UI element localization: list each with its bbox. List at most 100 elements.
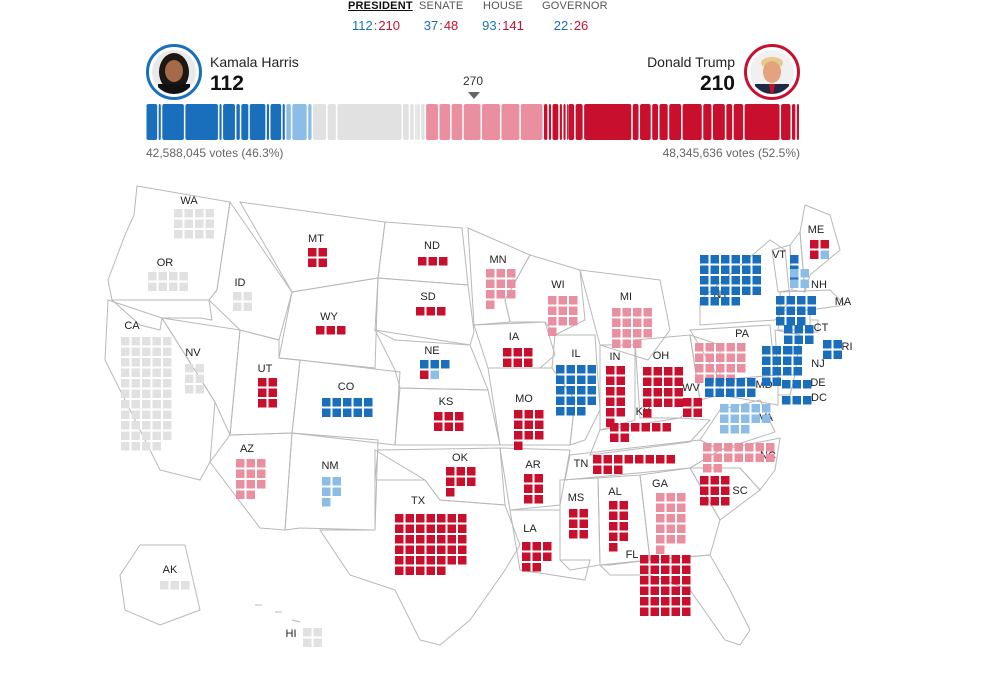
state-label-la[interactable]: LA — [523, 523, 537, 535]
state-grid-nm[interactable] — [322, 477, 341, 507]
state-grid-ar[interactable] — [524, 474, 543, 504]
state-label-nd[interactable]: ND — [424, 240, 440, 252]
state-label-al[interactable]: AL — [608, 486, 621, 498]
state-label-oh[interactable]: OH — [653, 350, 670, 362]
state-label-id[interactable]: ID — [235, 277, 246, 289]
state-grid-mi[interactable] — [612, 308, 652, 348]
state-grid-va[interactable] — [720, 404, 771, 434]
state-label-ri[interactable]: RI — [842, 341, 853, 353]
state-grid-wv[interactable] — [683, 398, 702, 417]
state-grid-ak[interactable] — [160, 581, 190, 590]
state-grid-ms[interactable] — [569, 509, 588, 539]
state-grid-md[interactable] — [705, 378, 756, 397]
state-grid-dc[interactable] — [782, 396, 812, 405]
state-label-sd[interactable]: SD — [420, 291, 435, 303]
state-grid-nc[interactable] — [703, 443, 775, 473]
state-grid-nh[interactable] — [790, 269, 809, 288]
state-grid-az[interactable] — [236, 459, 266, 499]
tab-senate[interactable]: SENATE 37:48 — [419, 0, 464, 33]
state-grid-hi[interactable] — [303, 628, 322, 647]
state-grid-nj[interactable] — [762, 346, 802, 386]
state-label-ct[interactable]: CT — [814, 322, 829, 334]
state-grid-la[interactable] — [522, 542, 552, 572]
state-label-ia[interactable]: IA — [509, 331, 520, 343]
state-label-me[interactable]: ME — [808, 224, 825, 236]
electoral-vote-square — [152, 400, 161, 409]
state-label-mt[interactable]: MT — [308, 233, 324, 245]
state-label-ms[interactable]: MS — [568, 492, 585, 504]
state-grid-ky[interactable] — [610, 423, 671, 442]
state-label-ma[interactable]: MA — [835, 296, 852, 308]
state-grid-id[interactable] — [233, 292, 252, 311]
state-label-ks[interactable]: KS — [439, 396, 454, 408]
tab-house[interactable]: HOUSE 93:141 — [479, 0, 527, 33]
state-grid-ne[interactable] — [420, 360, 450, 379]
state-label-ar[interactable]: AR — [525, 459, 540, 471]
state-label-mo[interactable]: MO — [515, 393, 533, 405]
state-label-wa[interactable]: WA — [180, 195, 198, 207]
state-grid-me[interactable] — [810, 240, 829, 259]
state-label-wy[interactable]: WY — [320, 311, 338, 323]
state-grid-al[interactable] — [609, 501, 628, 552]
state-grid-co[interactable] — [322, 398, 373, 417]
electoral-vote-square — [142, 389, 151, 398]
state-label-tn[interactable]: TN — [574, 458, 589, 470]
tab-president[interactable]: PRESIDENT 112:210 — [348, 0, 413, 33]
state-label-mn[interactable]: MN — [489, 254, 506, 266]
state-grid-ks[interactable] — [434, 412, 464, 431]
state-grid-il[interactable] — [556, 365, 596, 416]
state-label-or[interactable]: OR — [157, 257, 174, 269]
state-grid-ok[interactable] — [446, 467, 476, 497]
state-label-hi[interactable]: HI — [286, 628, 297, 640]
state-label-mi[interactable]: MI — [620, 291, 632, 303]
state-label-de[interactable]: DE — [810, 377, 825, 389]
state-grid-fl[interactable] — [640, 555, 691, 616]
state-label-ak[interactable]: AK — [163, 564, 178, 576]
state-grid-sc[interactable] — [700, 476, 730, 506]
state-label-in[interactable]: IN — [610, 351, 621, 363]
state-label-az[interactable]: AZ — [240, 443, 254, 455]
state-label-pa[interactable]: PA — [735, 328, 750, 340]
state-label-nh[interactable]: NH — [811, 279, 827, 291]
state-grid-ny[interactable] — [700, 255, 761, 306]
state-grid-nd[interactable] — [418, 257, 448, 266]
state-label-co[interactable]: CO — [338, 381, 355, 393]
state-grid-ca[interactable] — [121, 337, 172, 451]
state-grid-tx[interactable] — [395, 514, 467, 575]
state-label-ca[interactable]: CA — [124, 320, 140, 332]
state-grid-ma[interactable] — [776, 296, 816, 326]
state-label-ut[interactable]: UT — [258, 363, 273, 375]
state-grid-nv[interactable] — [185, 364, 204, 394]
state-label-vt[interactable]: VT — [772, 249, 786, 261]
state-label-sc[interactable]: SC — [732, 485, 747, 497]
state-label-fl[interactable]: FL — [626, 549, 639, 561]
state-grid-mo[interactable] — [514, 410, 544, 450]
state-label-tx[interactable]: TX — [411, 495, 426, 507]
state-label-nm[interactable]: NM — [321, 460, 338, 472]
state-grid-ia[interactable] — [503, 348, 533, 367]
state-grid-de[interactable] — [782, 380, 812, 389]
tab-governor[interactable]: GOVERNOR 22:26 — [542, 0, 608, 33]
state-label-ok[interactable]: OK — [452, 452, 469, 464]
state-grid-wy[interactable] — [316, 326, 346, 335]
state-grid-in[interactable] — [606, 366, 625, 427]
state-label-ga[interactable]: GA — [652, 478, 669, 490]
state-grid-oh[interactable] — [643, 367, 683, 418]
state-label-dc[interactable]: DC — [811, 392, 827, 404]
state-label-wv[interactable]: WV — [682, 382, 700, 394]
state-label-wi[interactable]: WI — [551, 279, 564, 291]
state-grid-wi[interactable] — [548, 296, 578, 336]
state-grid-mt[interactable] — [308, 248, 327, 267]
state-label-nj[interactable]: NJ — [811, 358, 824, 370]
state-grid-sd[interactable] — [416, 307, 446, 316]
state-grid-tn[interactable] — [593, 455, 675, 474]
state-grid-or[interactable] — [148, 272, 188, 291]
state-grid-wa[interactable] — [174, 209, 214, 239]
state-grid-ut[interactable] — [258, 378, 277, 408]
state-label-ne[interactable]: NE — [424, 345, 439, 357]
state-label-il[interactable]: IL — [571, 348, 580, 360]
state-grid-mn[interactable] — [486, 269, 516, 309]
state-grid-ga[interactable] — [656, 493, 686, 554]
state-label-nv[interactable]: NV — [185, 347, 201, 359]
state-grid-ri[interactable] — [823, 340, 842, 359]
